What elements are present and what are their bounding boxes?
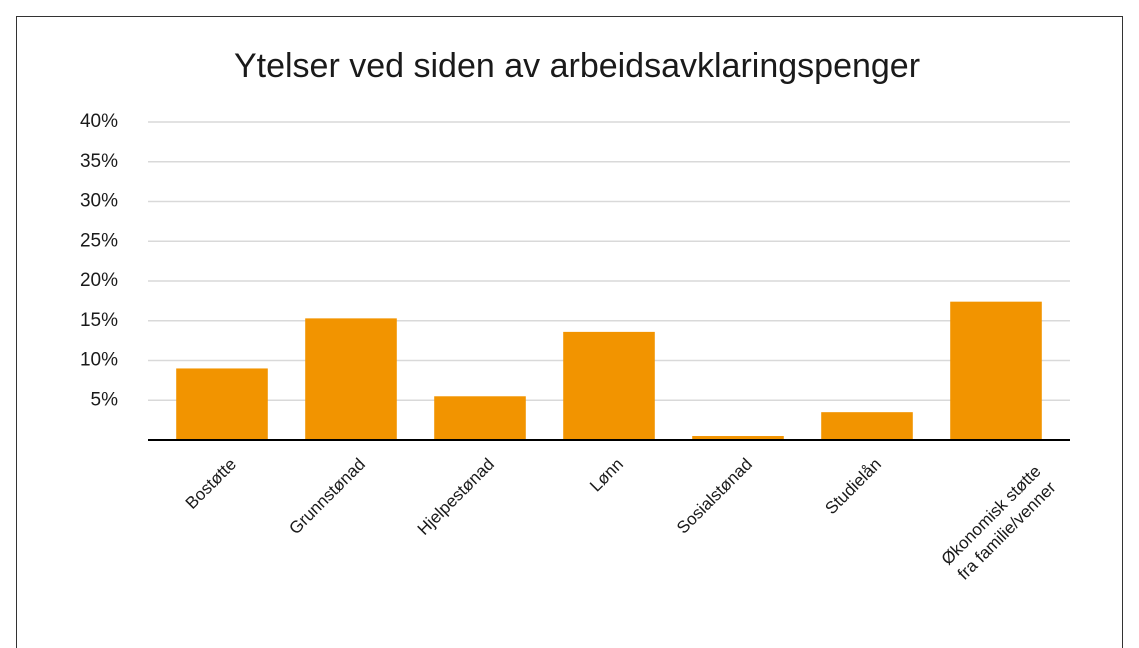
chart-title: Ytelser ved siden av arbeidsavklaringspe… <box>234 47 920 85</box>
bar <box>692 436 784 440</box>
y-tick-label: 30% <box>80 191 118 212</box>
y-tick-label: 15% <box>80 310 118 331</box>
y-tick-label: 20% <box>80 270 118 291</box>
y-tick-label: 40% <box>80 111 118 132</box>
y-tick-label: 25% <box>80 230 118 251</box>
bar <box>305 318 397 440</box>
bar <box>176 368 268 440</box>
bar <box>821 412 913 440</box>
y-tick-label: 10% <box>80 350 118 371</box>
bar <box>950 301 1042 440</box>
y-tick-label: 5% <box>91 389 119 410</box>
bar <box>563 331 655 440</box>
bar <box>434 396 526 440</box>
y-tick-label: 35% <box>80 151 118 172</box>
